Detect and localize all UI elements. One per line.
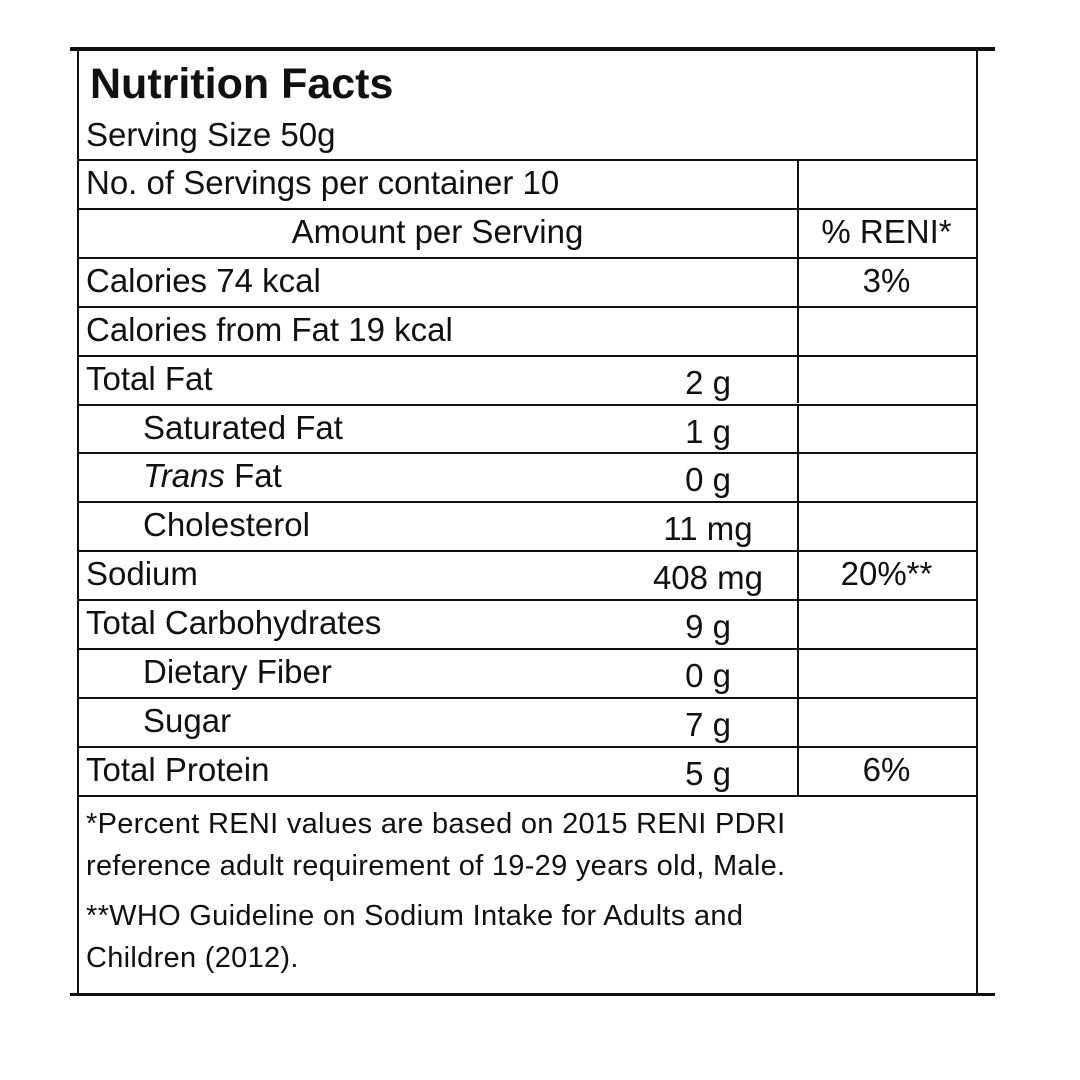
nutrient-name-text: Saturated Fat [143,408,343,446]
nutrient-name: Calories from Fat 19 kcal [86,306,453,354]
row-rule [78,501,977,504]
row-rule [78,354,977,357]
nutrient-amount: 0 g [685,657,731,694]
footnote-line: **WHO Guideline on Sodium Intake for Adu… [86,899,744,932]
nutrient-name: Total Carbohydrates [86,599,381,647]
column-rule [797,452,799,502]
nutrient-name: Total Fat [86,355,213,403]
nutrient-name-text: Dietary Fiber [143,653,332,690]
footnote-line: Children (2012). [86,941,299,974]
nutrient-name-text: Total Carbohydrates [86,604,382,642]
nutrient-name-italic: Trans [143,457,225,495]
left-border [77,50,79,995]
row-rule [78,599,977,602]
nutrient-amount: 408 mg [652,559,764,597]
column-rule [797,256,799,306]
nutrient-name: Cholesterol [143,501,310,549]
right-border [976,50,978,995]
nutrient-name-text: Total Protein [86,750,270,788]
column-rule [797,501,799,551]
row-rule [78,550,977,553]
column-rule [797,599,799,648]
column-rule [797,745,799,795]
nutrient-reni: 3% [862,261,911,299]
title: Nutrition Facts [90,60,394,108]
nutrient-name-text: Fat [234,457,282,495]
amount-header: Amount per Serving [291,212,584,250]
row-rule [78,305,977,308]
row-rule [78,256,977,259]
nutrient-name: Trans Fat [143,452,282,500]
row-rule [78,745,977,748]
nutrient-amount: 9 g [685,608,731,646]
row-rule [78,159,977,161]
row-rule [78,794,977,797]
nutrient-reni: 6% [862,750,911,788]
nutrient-name: Calories 74 kcal [86,257,321,305]
nutrient-amount: 2 g [685,363,731,401]
nutrient-name: Sodium [86,550,198,598]
nutrient-amount: 1 g [685,412,731,450]
nutrient-name: Dietary Fiber [143,648,332,696]
reni-header: % RENI* [821,212,952,250]
top-rule [70,47,995,51]
column-rule [797,305,799,355]
nutrient-name: Total Protein [86,746,269,794]
row-rule [78,207,977,210]
column-rule [797,550,799,600]
nutrient-name-text: Total Fat [86,359,213,397]
row-rule [78,648,977,650]
column-rule [797,354,799,404]
nutrient-name-text: Cholesterol [143,506,310,544]
row-rule [78,452,977,455]
nutrient-name-text: Sugar [143,701,232,739]
nutrient-name-text: Calories from Fat 19 kcal [86,310,453,348]
nutrient-name-text: Calories 74 kcal [86,261,321,299]
serving-size: Serving Size 50g [86,116,336,153]
column-rule [797,159,799,208]
nutrient-amount: 0 g [685,461,731,499]
servings-per-container: No. of Servings per container 10 [86,164,560,201]
column-rule [797,648,799,697]
nutrient-amount: 5 g [685,754,731,792]
row-rule [78,403,977,406]
bottom-rule [70,993,995,996]
column-rule [797,207,799,257]
column-rule [797,696,799,746]
nutrient-name-text: Sodium [86,555,198,593]
footnote-line: reference adult requirement of 19-29 yea… [86,849,786,882]
nutrient-reni: 20%** [840,555,933,593]
column-rule [797,403,799,453]
nutrient-name: Saturated Fat [143,404,343,452]
nutrient-amount: 7 g [685,705,731,743]
nutrient-amount: 11 mg [663,510,753,548]
nutrient-name: Sugar [143,697,231,745]
footnote-line: *Percent RENI values are based on 2015 R… [86,807,786,840]
row-rule [78,696,977,699]
